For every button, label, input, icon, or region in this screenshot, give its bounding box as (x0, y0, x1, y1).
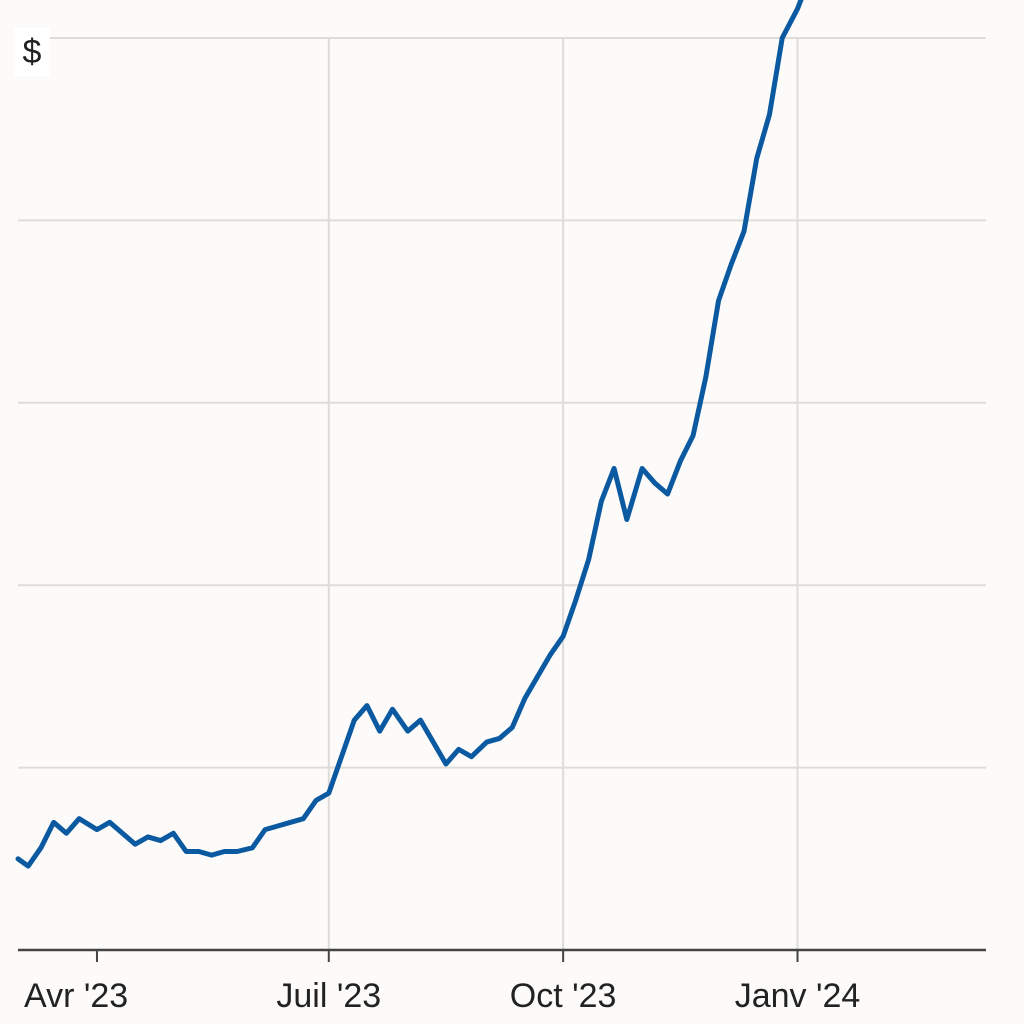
series-point (781, 36, 784, 40)
series-point (365, 704, 369, 707)
series-point (574, 598, 578, 601)
x-axis (18, 948, 986, 962)
series-point (146, 835, 150, 839)
series-point (457, 748, 460, 751)
series-point (289, 821, 292, 824)
series-point (263, 828, 267, 831)
series-point (691, 434, 695, 437)
series-point (133, 843, 137, 846)
series-point (314, 799, 318, 802)
series-point (159, 839, 162, 842)
series-point (666, 492, 669, 496)
series-point (679, 459, 682, 463)
series-point (108, 821, 111, 824)
series-point (276, 824, 280, 828)
series-point (510, 726, 514, 729)
series-point (353, 718, 356, 722)
series-point (717, 299, 720, 302)
series-point (52, 821, 55, 824)
series-point (302, 817, 305, 820)
series-point (444, 762, 448, 766)
series-point (197, 850, 201, 853)
series-point (172, 832, 175, 835)
series-point (640, 467, 644, 470)
series-point (378, 729, 381, 733)
series-point (612, 467, 616, 470)
series-point (485, 740, 488, 744)
series-point (587, 558, 590, 561)
y-unit-label: $ (14, 28, 50, 76)
series-point (768, 113, 771, 116)
x-tick-label: Juil '23 (276, 977, 381, 1015)
x-tick-label: Janv '24 (735, 977, 861, 1015)
series-point (210, 853, 213, 857)
series-point (523, 697, 527, 700)
series-point (625, 518, 629, 521)
series-point (742, 230, 746, 233)
series-point (704, 376, 707, 379)
series-point (549, 653, 552, 656)
series-point (95, 828, 99, 831)
series-point (235, 850, 239, 853)
series-point (39, 846, 43, 850)
series-point (121, 832, 124, 835)
series-point (561, 635, 565, 638)
series-point (536, 675, 539, 678)
x-tick-label: Oct '23 (510, 977, 617, 1015)
series-point (16, 857, 20, 860)
series-point (653, 481, 657, 485)
series-line-group (15, 0, 804, 869)
series-point (26, 864, 30, 868)
series-point (406, 729, 409, 733)
series-point (251, 846, 254, 850)
series-point (730, 262, 733, 266)
series-point (498, 737, 501, 740)
series-point (327, 791, 330, 795)
series-point (796, 7, 799, 11)
series-point (600, 500, 603, 503)
series-point (340, 755, 343, 758)
series-point (77, 817, 81, 820)
series-point (65, 832, 68, 835)
series-point (470, 755, 473, 758)
price-series-line (15, 0, 804, 869)
series-point (432, 740, 435, 744)
x-tick-labels: Avr '23 Juil '23 Oct '23 Janv '24 (24, 977, 860, 1015)
series-point (755, 157, 758, 160)
series-point (391, 708, 394, 711)
gridlines (18, 37, 986, 950)
series-point (223, 850, 226, 853)
series-point (419, 718, 422, 722)
series-point (184, 850, 188, 853)
x-tick-label: Avr '23 (24, 977, 128, 1015)
